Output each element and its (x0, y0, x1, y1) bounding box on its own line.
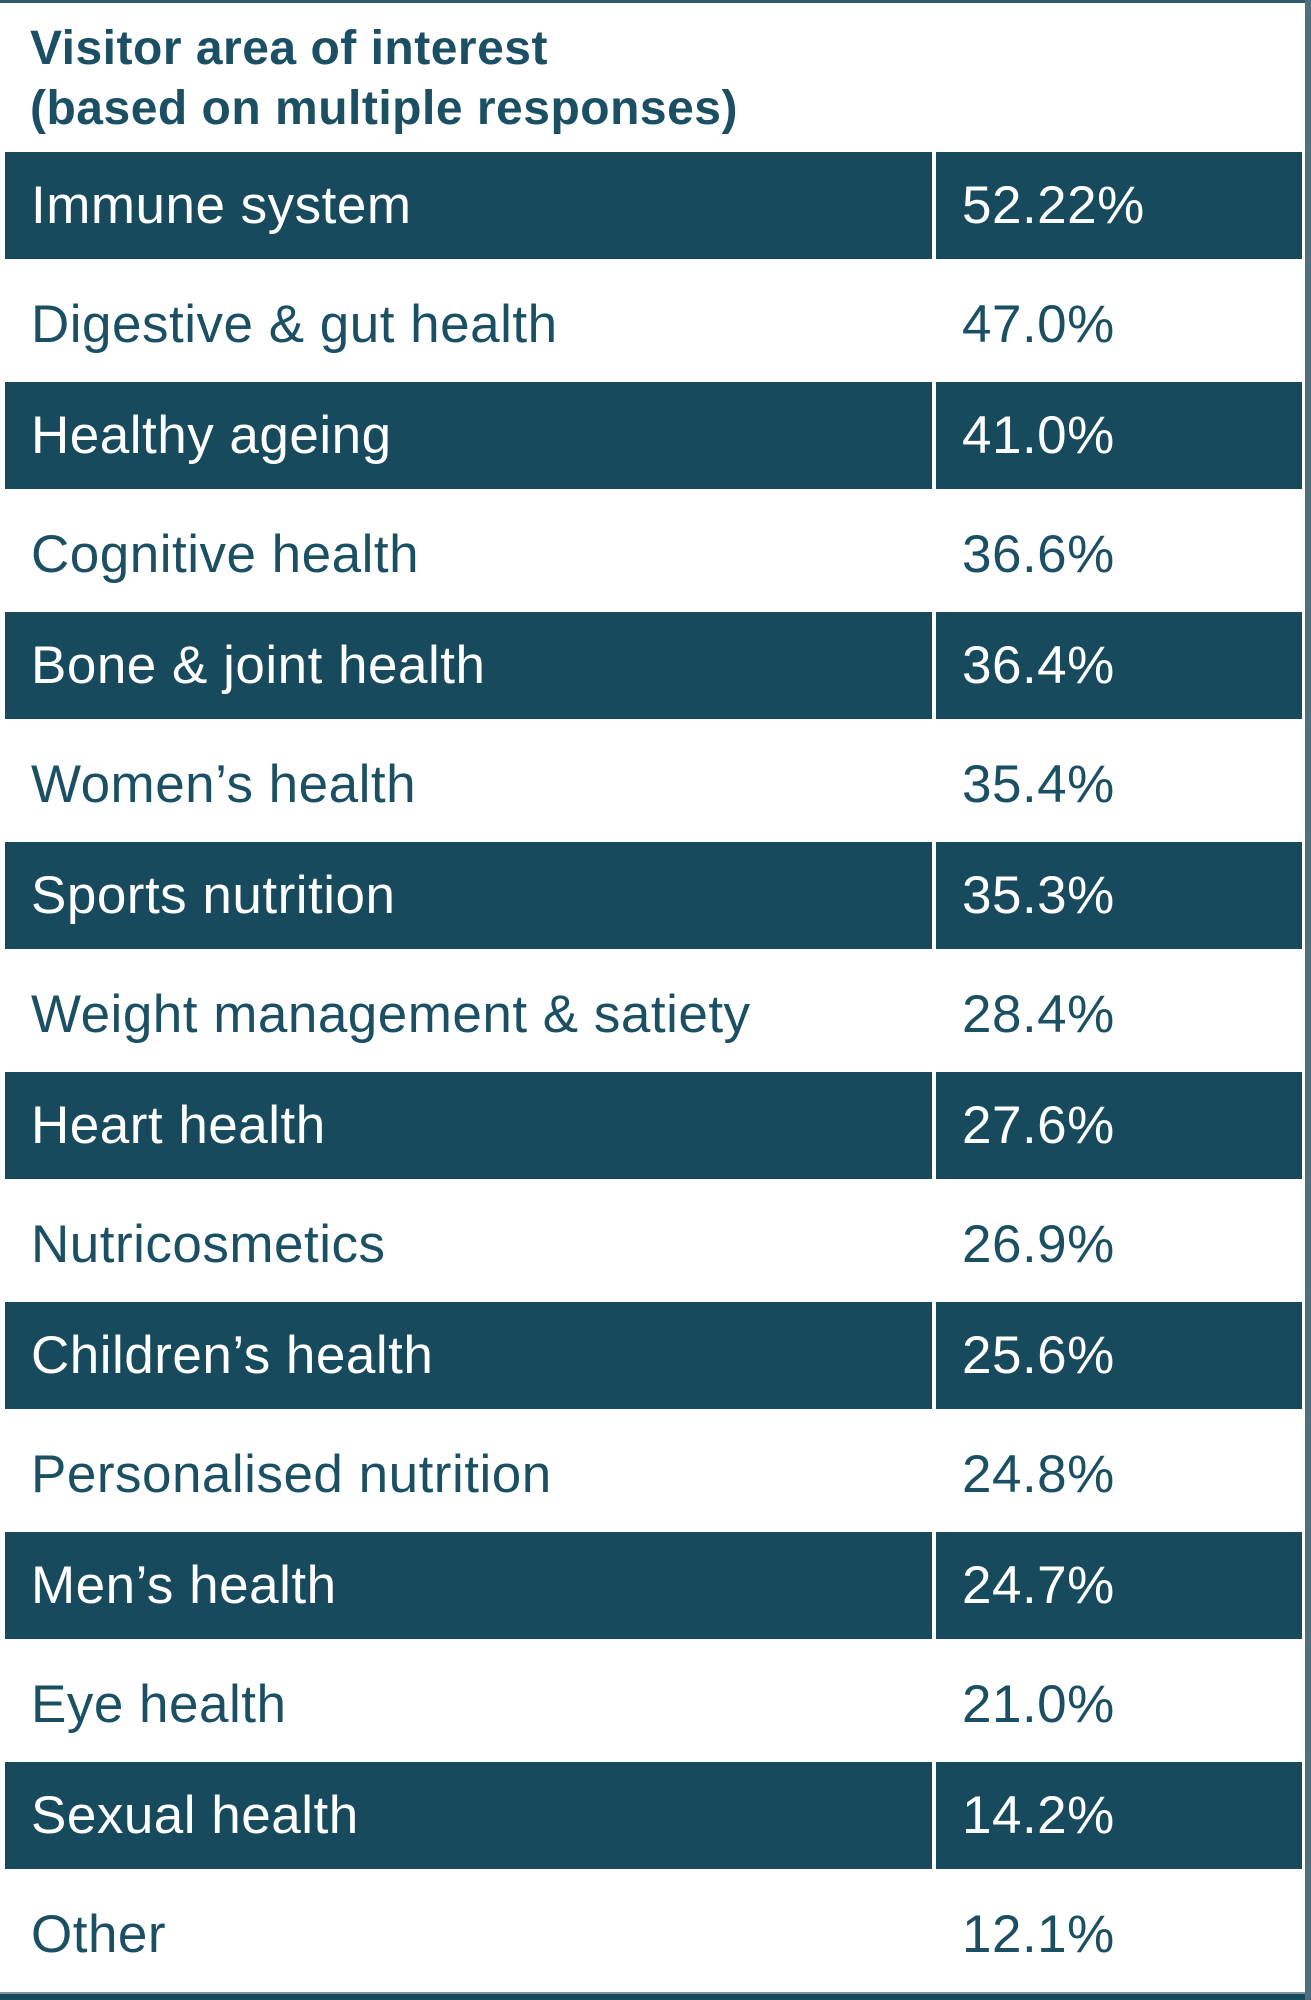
row-value: 14.2% (936, 1762, 1302, 1869)
row-label: Other (31, 1905, 167, 1964)
row-value: 26.9% (962, 1215, 1115, 1274)
table-title-line2: (based on multiple responses) (30, 82, 738, 135)
row-label: Sexual health (5, 1762, 932, 1869)
row-value: 52.22% (936, 152, 1302, 259)
row-value: 35.4% (962, 755, 1115, 814)
row-label: Children’s health (5, 1302, 932, 1409)
next-row-sliver (0, 1992, 1311, 2000)
row-value: 24.8% (962, 1445, 1115, 1504)
row-label: Eye health (31, 1675, 287, 1734)
row-value: 35.3% (936, 842, 1302, 949)
row-value: 41.0% (936, 382, 1302, 489)
row-value: 28.4% (962, 985, 1115, 1044)
table-row: Healthy ageing 41.0% (0, 382, 1311, 497)
row-label: Personalised nutrition (31, 1445, 552, 1504)
table-row: Men’s health 24.7% (0, 1532, 1311, 1647)
table-row: Sports nutrition 35.3% (0, 842, 1311, 957)
table-row: Weight management & satiety 28.4% (0, 957, 1311, 1072)
row-label: Nutricosmetics (31, 1215, 386, 1274)
table-row: Digestive & gut health 47.0% (0, 267, 1311, 382)
table-row: Nutricosmetics 26.9% (0, 1187, 1311, 1302)
table-row: Bone & joint health 36.4% (0, 612, 1311, 727)
row-value: 36.4% (936, 612, 1302, 719)
row-value: 47.0% (962, 295, 1115, 354)
table-row: Heart health 27.6% (0, 1072, 1311, 1187)
table-row: Other 12.1% (0, 1877, 1311, 1992)
table-row: Eye health 21.0% (0, 1647, 1311, 1762)
table-row: Personalised nutrition 24.8% (0, 1417, 1311, 1532)
row-label: Women’s health (31, 755, 417, 814)
frame-right-border (1305, 0, 1311, 2000)
row-label: Immune system (5, 152, 932, 259)
row-value: 24.7% (936, 1532, 1302, 1639)
row-value: 27.6% (936, 1072, 1302, 1179)
row-label: Healthy ageing (5, 382, 932, 489)
table-header: Visitor area of interest (based on multi… (0, 3, 1305, 152)
row-label: Heart health (5, 1072, 932, 1179)
table-row: Immune system 52.22% (0, 152, 1311, 267)
row-value: 25.6% (936, 1302, 1302, 1409)
table-row: Women’s health 35.4% (0, 727, 1311, 842)
table-row: Sexual health 14.2% (0, 1762, 1311, 1877)
row-label: Sports nutrition (5, 842, 932, 949)
table-row: Cognitive health 36.6% (0, 497, 1311, 612)
row-label: Men’s health (5, 1532, 932, 1639)
row-label: Bone & joint health (5, 612, 932, 719)
row-value: 12.1% (962, 1905, 1115, 1964)
row-value: 36.6% (962, 525, 1115, 584)
table-body: Immune system 52.22% Digestive & gut healt… (0, 152, 1311, 1992)
table-title-line1: Visitor area of interest (30, 22, 548, 75)
table-row: Children’s health 25.6% (0, 1302, 1311, 1417)
row-label: Weight management & satiety (31, 985, 751, 1044)
row-label: Digestive & gut health (31, 295, 558, 354)
row-value: 21.0% (962, 1675, 1115, 1734)
frame-top-border (0, 0, 1311, 3)
row-label: Cognitive health (31, 525, 420, 584)
